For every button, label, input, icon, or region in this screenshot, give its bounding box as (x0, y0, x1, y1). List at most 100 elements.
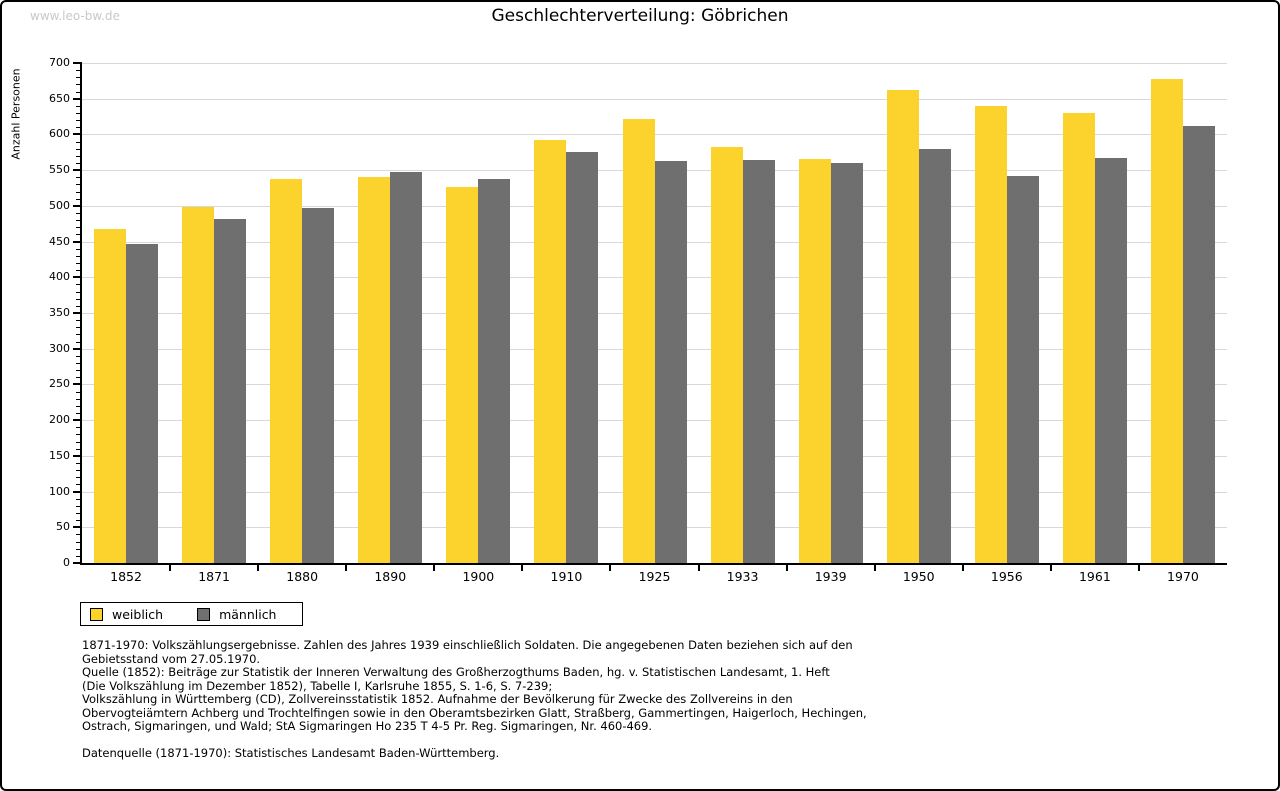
x-tick-label: 1956 (990, 569, 1023, 584)
y-minor-tick (76, 484, 80, 486)
y-minor-tick (76, 477, 80, 479)
x-tick (345, 565, 348, 571)
y-tick-label: 100 (49, 484, 70, 498)
plot-area (82, 63, 1227, 563)
y-minor-tick (76, 448, 80, 450)
y-tick-label: 500 (49, 198, 70, 212)
x-tick (697, 565, 700, 571)
y-minor-tick (76, 434, 80, 436)
y-tick-label: 450 (49, 234, 70, 248)
x-tick-label: 1961 (1078, 569, 1111, 584)
y-minor-tick (76, 263, 80, 264)
y-tick-label: 50 (56, 520, 70, 534)
y-tick-label: 650 (49, 91, 70, 105)
footnote-line: Volkszählung in Württemberg (CD), Zollve… (82, 692, 793, 706)
y-minor-tick (76, 513, 80, 514)
y-major-tick (73, 419, 80, 422)
y-major-tick (73, 562, 80, 564)
y-minor-tick (76, 534, 80, 536)
y-minor-tick (76, 441, 80, 443)
datasource-line: Datenquelle (1871-1970): Statistisches L… (82, 746, 500, 760)
y-axis-title: Anzahl Personen (9, 68, 23, 160)
bar-weiblich-1871 (182, 207, 215, 563)
y-minor-tick (76, 177, 80, 179)
y-minor-tick (76, 291, 80, 293)
y-minor-tick (76, 520, 80, 522)
x-tick (1049, 565, 1052, 571)
legend-swatch-maennlich (197, 607, 211, 621)
bar-männlich-1890 (390, 172, 423, 563)
y-major-tick (73, 204, 80, 207)
y-minor-tick (76, 398, 80, 400)
bar-männlich-1939 (830, 163, 863, 563)
bar-männlich-1852 (126, 244, 159, 563)
chart-title: Geschlechterverteilung: Göbrichen (491, 6, 789, 26)
y-tick-label: 200 (49, 413, 70, 427)
y-minor-tick (76, 413, 80, 414)
y-minor-tick (76, 505, 80, 507)
bar-weiblich-1852 (94, 229, 127, 563)
y-tick-label: 350 (49, 306, 70, 319)
y-major-tick (73, 97, 80, 100)
y-minor-tick (76, 341, 80, 343)
bar-männlich-1910 (566, 151, 599, 563)
footnote-line: 1871-1970: Volkszählungsergebnisse. Zahl… (82, 638, 853, 652)
y-tick-label: 400 (49, 270, 70, 284)
y-minor-tick (76, 548, 80, 550)
legend-swatch-weiblich (90, 607, 103, 621)
y-major-tick (73, 276, 80, 279)
x-tick (169, 565, 172, 571)
y-tick-label: 0 (63, 556, 70, 569)
bar-weiblich-1900 (446, 187, 479, 563)
x-tick-label: 1910 (550, 569, 583, 584)
bar-männlich-1970 (1182, 125, 1215, 563)
y-tick-label: 150 (49, 448, 70, 462)
y-minor-tick (76, 127, 80, 129)
x-tick-label: 1933 (726, 569, 759, 584)
y-minor-tick (76, 234, 80, 236)
bar-weiblich-1956 (974, 105, 1007, 563)
x-tick (961, 565, 964, 571)
gridline (82, 98, 1227, 100)
y-minor-tick (76, 327, 80, 329)
y-minor-tick (76, 355, 80, 357)
bar-männlich-1961 (1094, 158, 1127, 563)
y-minor-tick (76, 405, 80, 407)
y-major-tick (73, 383, 80, 386)
footnote-line: (Die Volkszählung im Dezember 1852), Tab… (82, 678, 553, 693)
y-tick-label: 300 (49, 341, 70, 355)
y-major-tick (73, 312, 80, 314)
legend-label-maennlich: männlich (219, 606, 277, 622)
footnote-line: Ostrach, Sigmaringen, und Wald; StA Sigm… (82, 719, 653, 733)
bar-weiblich-1925 (622, 119, 655, 563)
y-major-tick (73, 454, 80, 457)
footnote-line: Gebietsstand vom 27.05.1970. (82, 651, 261, 666)
source-notes: 1871-1970: Volkszählungsergebnisse. Zahl… (82, 638, 962, 761)
y-minor-tick (76, 105, 80, 107)
y-major-tick (73, 490, 80, 493)
y-tick-label: 550 (49, 163, 70, 177)
watermark: www.leo-bw.de (30, 9, 120, 23)
footnote-line: Quelle (1852): Beiträge zur Statistik de… (82, 665, 830, 679)
y-tick-label: 250 (49, 377, 70, 391)
y-minor-tick (76, 284, 80, 286)
y-minor-tick (76, 377, 80, 379)
y-minor-tick (76, 305, 80, 307)
y-major-tick (73, 240, 80, 243)
x-tick-label: 1939 (814, 569, 847, 584)
footnote-line: Obervogteiämtern Achberg und Trochtelfin… (82, 705, 867, 720)
legend-label-weiblich: weiblich (112, 606, 164, 622)
y-minor-tick (76, 120, 80, 122)
bar-weiblich-1950 (886, 90, 919, 563)
y-minor-tick (76, 198, 80, 200)
y-minor-tick (76, 255, 80, 257)
x-tick-label: 1871 (198, 569, 231, 584)
x-tick-label: 1950 (902, 569, 935, 584)
gridline (82, 134, 1227, 136)
y-minor-tick (76, 84, 80, 86)
y-axis-line (80, 62, 82, 565)
x-axis-line (80, 563, 1227, 565)
bar-weiblich-1910 (534, 140, 567, 563)
y-major-tick (73, 526, 80, 529)
